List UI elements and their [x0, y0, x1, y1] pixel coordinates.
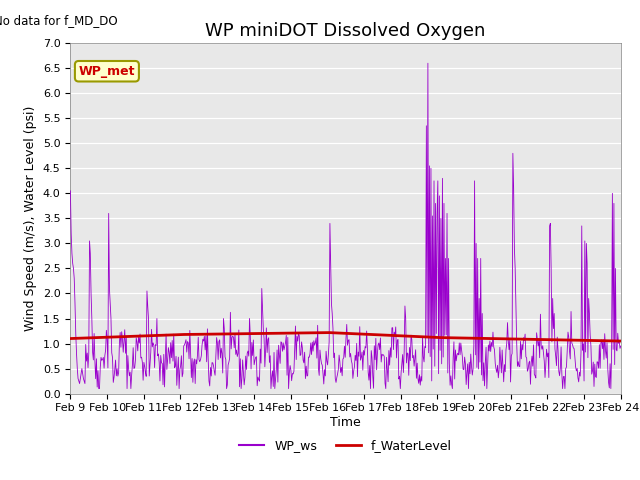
- Text: No data for f_MD_DO: No data for f_MD_DO: [0, 13, 118, 26]
- Y-axis label: Wind Speed (m/s), Water Level (psi): Wind Speed (m/s), Water Level (psi): [24, 106, 37, 331]
- X-axis label: Time: Time: [330, 416, 361, 429]
- Title: WP miniDOT Dissolved Oxygen: WP miniDOT Dissolved Oxygen: [205, 22, 486, 40]
- Text: WP_met: WP_met: [79, 65, 135, 78]
- Legend: WP_ws, f_WaterLevel: WP_ws, f_WaterLevel: [234, 434, 457, 457]
